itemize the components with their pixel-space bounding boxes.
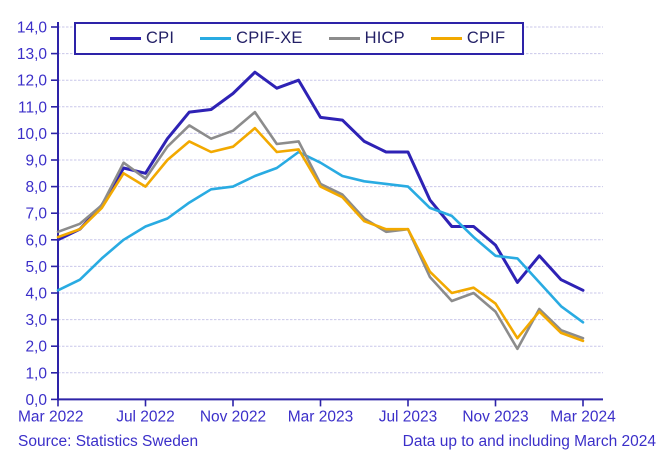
series-line-cpif xyxy=(56,126,585,343)
y-tick-label: 0,0 xyxy=(25,392,47,409)
x-tick-label: Nov 2022 xyxy=(200,408,266,425)
y-tick-label: 2,0 xyxy=(25,339,47,356)
legend-label: CPIF-XE xyxy=(236,29,303,47)
series-line-hicp xyxy=(56,110,585,351)
legend-line-swatch-hicp xyxy=(328,37,360,40)
y-tick-label: 7,0 xyxy=(25,206,47,223)
x-tick-label: Mar 2023 xyxy=(288,408,353,425)
chart-plot-area: 0,0 1,0 2,0 3,0 4,0 5,0 6,0 7,0 8,0 9,0 10,0 11,0 12… xyxy=(17,20,616,426)
y-tick-label: 1,0 xyxy=(25,365,47,382)
y-tick-label: 8,0 xyxy=(25,179,47,196)
x-tick-label: Jul 2023 xyxy=(379,408,438,425)
axis-tick-labels: 0,0 1,0 2,0 3,0 4,0 5,0 6,0 7,0 8,0 9,0 10,0 11,0 12… xyxy=(17,20,616,426)
legend-item-cpif: CPIF xyxy=(430,29,506,48)
source-caption: Source: Statistics Sweden xyxy=(18,433,199,450)
y-tick-label: 9,0 xyxy=(25,153,47,170)
x-tick-label: Jul 2022 xyxy=(116,408,175,425)
x-tick-label: Mar 2022 xyxy=(18,408,83,425)
legend-line-swatch-cpif xyxy=(430,37,462,40)
legend-label: HICP xyxy=(364,29,405,47)
legend-line-swatch-cpi xyxy=(110,37,141,40)
y-tick-label: 12,0 xyxy=(17,73,48,90)
y-tick-label: 5,0 xyxy=(25,259,47,276)
y-tick-label: 14,0 xyxy=(17,20,48,37)
data-series xyxy=(56,70,585,351)
axes xyxy=(51,22,603,407)
y-tick-label: 13,0 xyxy=(17,46,48,63)
y-tick-label: 6,0 xyxy=(25,232,47,249)
chart-legend: CPI CPIF-XE HICP CPIF xyxy=(74,22,524,55)
y-tick-label: 3,0 xyxy=(25,312,47,329)
x-tick-label: Nov 2023 xyxy=(462,408,528,425)
legend-item-cpif-xe: CPIF-XE xyxy=(200,29,303,48)
series-line-cpif-xe xyxy=(56,150,585,324)
y-tick-label: 11,0 xyxy=(18,99,47,116)
series-line-cpi xyxy=(56,70,585,292)
legend-item-hicp: HICP xyxy=(328,29,405,48)
y-tick-label: 10,0 xyxy=(17,126,48,143)
data-coverage-note: Data up to and including March 2024 xyxy=(402,433,656,450)
legend-label: CPIF xyxy=(466,29,506,47)
x-tick-label: Mar 2024 xyxy=(550,408,616,425)
legend-item-cpi: CPI xyxy=(110,29,174,48)
y-tick-label: 4,0 xyxy=(25,286,47,303)
legend-line-swatch-cpif-xe xyxy=(200,37,232,40)
legend-label: CPI xyxy=(146,29,175,47)
gridlines xyxy=(58,26,603,374)
